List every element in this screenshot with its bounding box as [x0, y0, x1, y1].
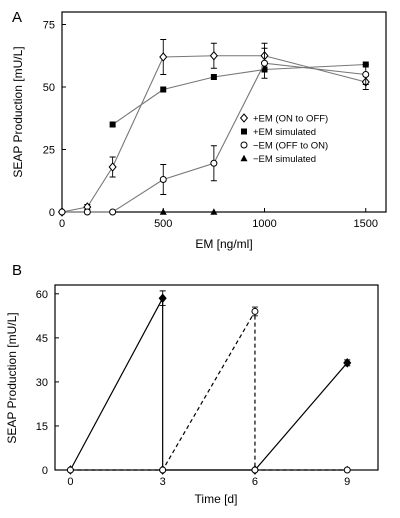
panel-a-x-tick-label: 1500 — [354, 218, 378, 230]
panel-b-x-tick-label: 6 — [252, 476, 258, 488]
panel-b-series-2-point — [251, 307, 259, 315]
panel-b-series-1-point — [158, 293, 167, 303]
panel-a-y-tick-label: 50 — [43, 82, 55, 94]
panel-a-series-3-point — [261, 59, 268, 67]
panel-a-y-axis-label: SEAP Production [mU/L] — [11, 46, 25, 177]
legend-label-2: +EM simulated — [253, 127, 316, 138]
panel-a-series-2-point — [160, 86, 167, 93]
legend-marker-4 — [240, 154, 248, 162]
panel-a-y-tick-label: 0 — [49, 207, 55, 219]
panel-b-series-2-point — [343, 466, 351, 474]
legend-marker-3 — [240, 141, 248, 149]
panel-b-y-tick-label: 0 — [42, 465, 48, 477]
panel-a-label: A — [12, 9, 22, 26]
panel-a-series-3-point — [159, 176, 167, 183]
legend-label-3: −EM (OFF to ON) — [253, 141, 328, 152]
panel-b-series-2-point — [159, 466, 167, 474]
panel-a-series-1-point — [159, 52, 168, 62]
panel-a-series-4-point — [210, 208, 218, 215]
panel-b-y-axis-label: SEAP Production [mU/L] — [5, 312, 19, 443]
panel-a-legend: +EM (ON to OFF) +EM simulated −EM (OFF to … — [239, 113, 328, 165]
panel-a-plot-area: 0 500 1000 1500 0 25 50 75 — [43, 20, 378, 231]
panel-a-series-3-point — [109, 208, 117, 216]
panel-a-x-tick-label: 0 — [59, 218, 65, 230]
panel-b-x-axis-label: Time [d] — [195, 492, 238, 506]
legend-label-4: −EM simulated — [253, 154, 316, 165]
panel-b-x-tick-label: 9 — [344, 476, 350, 488]
panel-a-series-3-line — [62, 62, 366, 213]
panel-a-series-1-point — [108, 162, 117, 172]
panel-b-y-tick-label: 15 — [36, 421, 48, 433]
panel-b-y-tick-label: 30 — [36, 377, 48, 389]
panel-b-plot-area: 0 3 6 9 0 15 30 45 60 — [36, 289, 352, 488]
panel-a-series-1-point — [209, 50, 218, 61]
legend-marker-1 — [239, 113, 249, 123]
panel-a-x-tick-label: 1000 — [252, 218, 276, 230]
panel-b-y-tick-label: 60 — [36, 289, 48, 301]
panel-b-x-tick-label: 3 — [160, 476, 166, 488]
legend-marker-2 — [241, 128, 247, 135]
panel-b-series-1-point — [343, 358, 352, 368]
panel-a-series-3-point — [210, 159, 218, 167]
panel-a-series-3-point — [362, 71, 370, 78]
panel-a-series-4-point — [159, 208, 167, 215]
panel-b-series-1-line — [69, 297, 348, 471]
panel-a-y-tick-label: 75 — [43, 20, 55, 32]
panel-a-x-tick-label: 500 — [154, 218, 172, 230]
panel-b-y-tick-label: 45 — [36, 333, 48, 345]
legend-label-1: +EM (ON to OFF) — [253, 114, 328, 125]
panel-b-series-2-point — [66, 466, 74, 474]
panel-a-plot-frame — [61, 11, 387, 213]
panel-a-y-tick-label: 25 — [43, 145, 55, 157]
panel-b-series-2-line — [70, 309, 348, 471]
panel-a-series-2-point — [210, 74, 217, 80]
panel-b-series-2-point — [251, 466, 259, 474]
panel-a-series-2-point — [109, 121, 116, 128]
panel-a-series-3-point — [83, 208, 91, 216]
panel-b-x-tick-label: 0 — [67, 476, 73, 488]
panel-a-x-axis-label: EM [ng/ml] — [195, 237, 252, 251]
panel-a-series-3-point — [58, 208, 66, 216]
panel-b-label: B — [12, 262, 22, 279]
